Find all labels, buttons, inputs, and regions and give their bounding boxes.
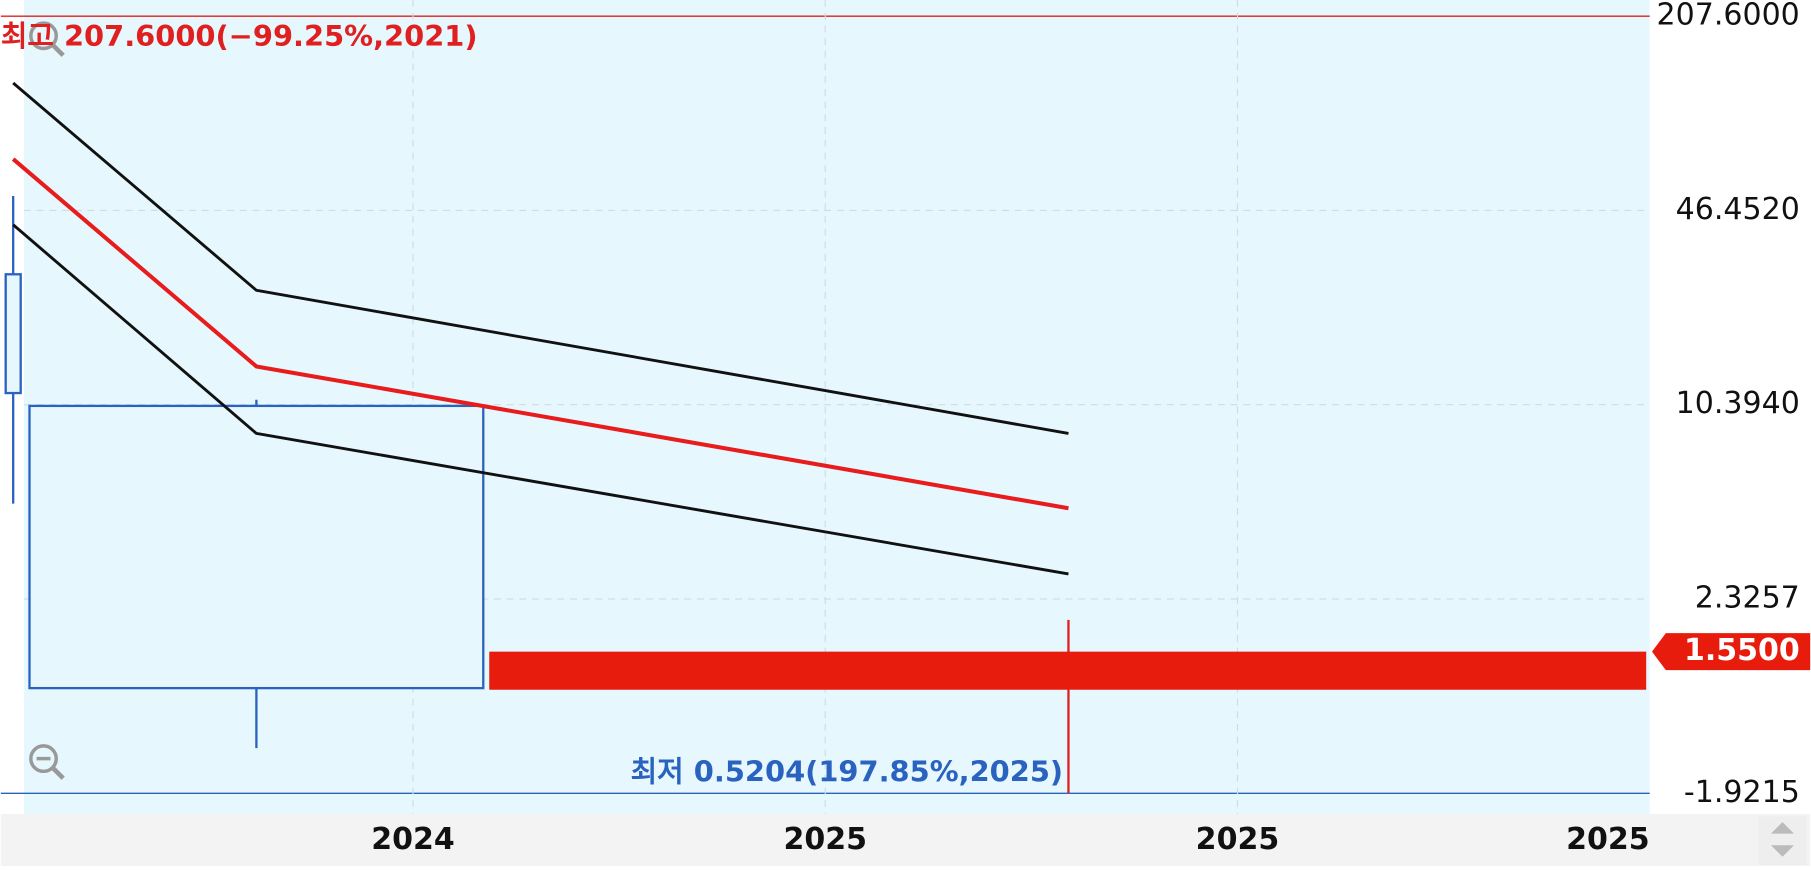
zoom-out-handle: [51, 766, 65, 780]
zoom-in-icon[interactable]: [29, 21, 65, 58]
x-tick-label: 2025: [783, 822, 867, 857]
scroll-down[interactable]: [1770, 845, 1795, 857]
y-tick-label: 207.6000: [1657, 0, 1800, 33]
zoom-in-circle: [29, 21, 58, 51]
channel-line: [12, 81, 1069, 435]
x-axis-band: [0, 814, 1811, 866]
y-tick-label: -1.9215: [1684, 775, 1800, 810]
y-tick-label: 2.3257: [1695, 580, 1800, 615]
x-tick-label: 2024: [371, 822, 455, 857]
scroll-up[interactable]: [1770, 822, 1795, 834]
zoom-out-icon[interactable]: [29, 744, 65, 780]
x-tick-label: 2025: [1566, 822, 1650, 857]
zoom-in-handle: [51, 43, 65, 58]
high-annotation: 최고 207.6000(−99.25%,2021): [1, 19, 478, 53]
current-price-bar: [489, 651, 1647, 690]
price-tag-label: 1.5500: [1684, 633, 1800, 668]
price-tag: [1651, 633, 1811, 671]
low-annotation: 최저 0.5204(197.85%,2025): [631, 755, 1063, 789]
y-tick-label: 46.4520: [1676, 192, 1800, 227]
zoom-out-circle: [29, 744, 58, 774]
candle-body: [28, 404, 485, 690]
candle-body: [4, 273, 22, 395]
channel-line: [12, 223, 1069, 576]
scroll-arrows[interactable]: [1758, 816, 1807, 865]
y-tick-label: 10.3940: [1676, 386, 1800, 421]
channel-line: [11, 157, 1069, 511]
x-tick-label: 2025: [1196, 822, 1280, 857]
